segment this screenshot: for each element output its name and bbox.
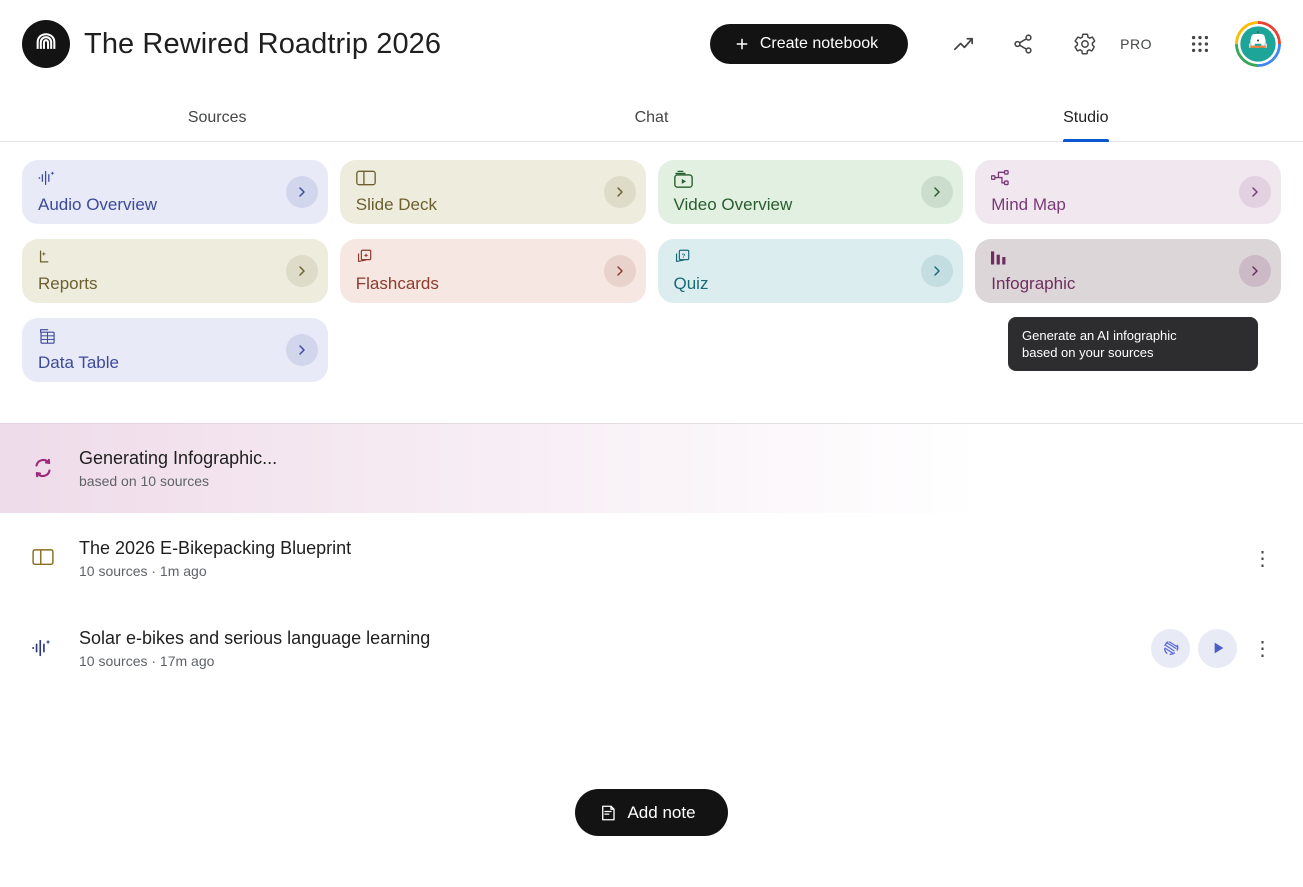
- svg-text:?: ?: [681, 254, 685, 260]
